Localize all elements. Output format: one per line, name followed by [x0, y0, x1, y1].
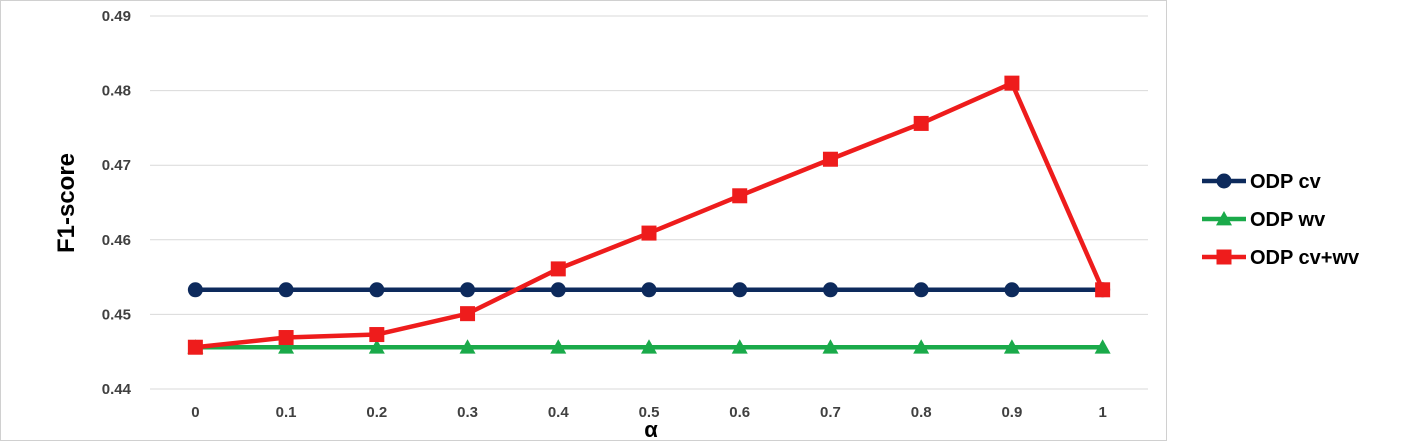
data-point [459, 339, 476, 354]
y-tick-label: 0.47 [102, 157, 131, 174]
data-point [1004, 75, 1020, 91]
data-point [732, 282, 748, 298]
series-2 [187, 339, 1111, 354]
data-point [1003, 339, 1020, 354]
data-point [822, 151, 838, 167]
x-tick-labels: 0 0.1 0.2 0.3 0.4 0.5 0.6 0.7 0.8 0.9 1 [191, 404, 1107, 421]
x-tick-label: 0.6 [729, 404, 750, 421]
x-axis-title: α [644, 417, 658, 442]
legend-item: ODP cv+wv [1202, 247, 1360, 269]
data-point [278, 282, 294, 298]
x-tick-label: 0.9 [1001, 404, 1022, 421]
x-tick-label: 0.2 [366, 404, 387, 421]
data-point [822, 339, 839, 354]
data-point [1216, 249, 1232, 265]
x-tick-label: 0.3 [457, 404, 478, 421]
data-point [913, 339, 930, 354]
data-point [1095, 282, 1111, 298]
chart-frame [0, 0, 1167, 441]
data-point [187, 282, 203, 298]
series-3 [187, 75, 1111, 355]
y-tick-labels: 0.44 0.45 0.46 0.47 0.48 0.49 [102, 8, 132, 398]
x-tick-label: 0 [191, 404, 199, 421]
legend-label: ODP cv [1250, 171, 1322, 193]
data-point [641, 282, 657, 298]
data-point [822, 282, 838, 298]
data-point [1094, 339, 1111, 354]
data-point [369, 327, 385, 343]
data-point [641, 225, 657, 241]
legend-item: ODP cv [1202, 171, 1322, 193]
data-point [460, 306, 476, 322]
legend: ODP cv ODP wv ODP cv+wv [1202, 171, 1360, 269]
x-tick-label: 0.4 [548, 404, 570, 421]
legend-label: ODP cv+wv [1250, 247, 1360, 269]
data-point [731, 339, 748, 354]
data-point [1004, 282, 1020, 298]
data-point [187, 339, 203, 355]
data-point [278, 339, 295, 354]
data-point [368, 339, 385, 354]
legend-label: ODP wv [1250, 209, 1326, 231]
y-tick-label: 0.45 [102, 306, 131, 323]
x-tick-label: 0.8 [911, 404, 932, 421]
x-tick-label: 0.1 [276, 404, 297, 421]
x-tick-label: 0.7 [820, 404, 841, 421]
data-point [550, 282, 566, 298]
y-axis-title: F1-score [53, 153, 80, 253]
y-tick-label: 0.44 [102, 381, 132, 398]
data-point [550, 339, 567, 354]
data-point [278, 330, 294, 346]
data-point [1216, 173, 1232, 189]
y-tick-label: 0.48 [102, 83, 131, 100]
data-point [460, 282, 476, 298]
data-point [732, 188, 748, 204]
x-tick-label: 0.5 [639, 404, 660, 421]
data-point [641, 339, 657, 354]
legend-item: ODP wv [1202, 209, 1326, 231]
x-tick-label: 1 [1098, 404, 1106, 421]
data-point [550, 261, 566, 277]
y-tick-label: 0.46 [102, 232, 131, 249]
series-group [187, 75, 1111, 355]
data-point [1216, 211, 1232, 226]
y-tick-label: 0.49 [102, 8, 131, 25]
data-point [913, 115, 929, 131]
data-point [369, 282, 385, 298]
data-point [913, 282, 929, 298]
